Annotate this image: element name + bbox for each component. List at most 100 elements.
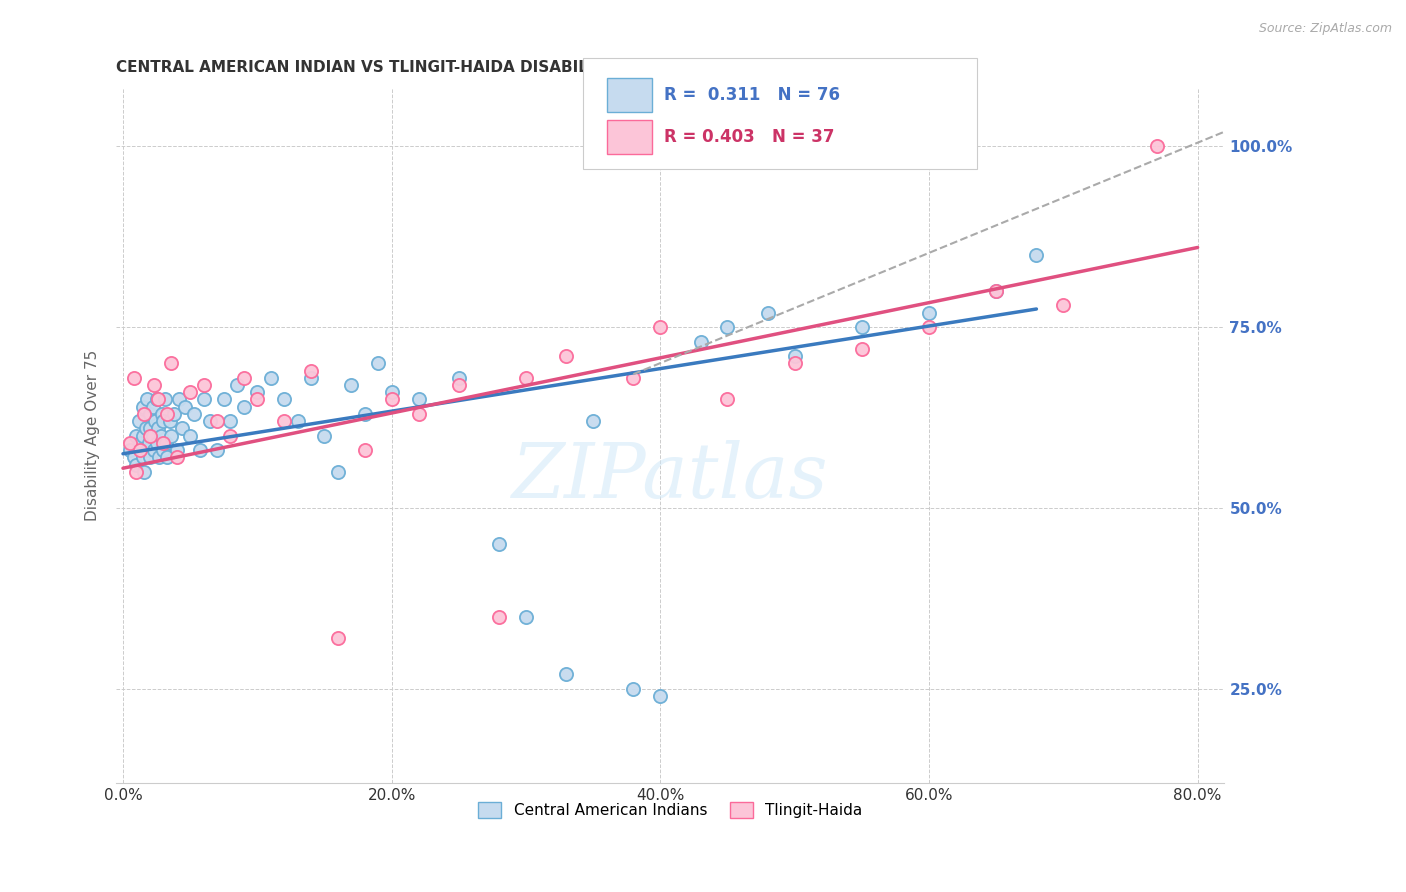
Point [173, 400, 195, 414]
Point [156, 450, 179, 465]
Point [851, 342, 873, 356]
Point [125, 458, 148, 472]
Point [287, 414, 309, 428]
Point [219, 414, 242, 428]
Point [160, 356, 183, 370]
Point [381, 392, 404, 407]
Point [155, 436, 177, 450]
Point [149, 428, 172, 442]
Point [918, 305, 941, 319]
Point [447, 370, 470, 384]
Point [623, 681, 645, 696]
Point [515, 370, 537, 384]
Point [148, 450, 170, 465]
Point [152, 436, 174, 450]
Point [353, 407, 375, 421]
Point [193, 392, 215, 407]
Point [146, 392, 169, 407]
Point [1025, 248, 1047, 262]
Point [153, 392, 176, 407]
Point [783, 349, 806, 363]
Text: R =  0.311   N = 76: R = 0.311 N = 76 [664, 86, 839, 103]
Point [689, 334, 711, 349]
Point [159, 414, 181, 428]
Point [232, 370, 254, 384]
Point [367, 356, 389, 370]
Text: Source: ZipAtlas.com: Source: ZipAtlas.com [1258, 22, 1392, 36]
Point [132, 400, 155, 414]
Legend: Central American Indians, Tlingit-Haida: Central American Indians, Tlingit-Haida [472, 796, 869, 824]
Point [582, 414, 605, 428]
Point [273, 392, 295, 407]
Point [166, 443, 188, 458]
Point [193, 378, 215, 392]
Point [326, 465, 349, 479]
Point [188, 443, 211, 458]
Point [650, 689, 672, 703]
Text: CENTRAL AMERICAN INDIAN VS TLINGIT-HAIDA DISABILITY AGE OVER 75 CORRELATION CHAR: CENTRAL AMERICAN INDIAN VS TLINGIT-HAIDA… [117, 60, 921, 75]
Point [163, 407, 186, 421]
Point [139, 421, 162, 435]
Point [1146, 139, 1168, 153]
Point [984, 284, 1007, 298]
Point [152, 443, 174, 458]
Point [340, 378, 363, 392]
Point [246, 385, 269, 400]
Point [408, 392, 430, 407]
Point [141, 428, 163, 442]
Point [353, 443, 375, 458]
Point [260, 370, 283, 384]
Point [125, 465, 148, 479]
Point [984, 284, 1007, 298]
Point [205, 414, 228, 428]
Point [132, 428, 155, 442]
Point [179, 428, 201, 442]
Point [118, 436, 141, 450]
Point [183, 407, 205, 421]
Point [226, 378, 249, 392]
Point [142, 443, 165, 458]
Point [139, 428, 162, 442]
Point [488, 537, 510, 551]
Point [156, 407, 179, 421]
Point [128, 414, 150, 428]
Point [134, 407, 156, 421]
Point [145, 392, 167, 407]
Point [488, 609, 510, 624]
Point [166, 450, 188, 465]
Point [716, 320, 738, 334]
Point [212, 392, 235, 407]
Point [139, 450, 162, 465]
Point [200, 414, 222, 428]
Point [172, 421, 194, 435]
Point [408, 407, 430, 421]
Point [139, 407, 162, 421]
Point [783, 356, 806, 370]
Text: R = 0.403   N = 37: R = 0.403 N = 37 [664, 128, 834, 146]
Point [1052, 298, 1074, 312]
Point [555, 349, 578, 363]
Point [136, 443, 159, 458]
Point [118, 443, 141, 458]
Point [138, 436, 160, 450]
Point [232, 400, 254, 414]
Point [122, 450, 145, 465]
Text: ZIPatlas: ZIPatlas [512, 441, 828, 515]
Point [314, 428, 336, 442]
Y-axis label: Disability Age Over 75: Disability Age Over 75 [86, 350, 100, 521]
Point [246, 392, 269, 407]
Point [381, 385, 404, 400]
Point [851, 320, 873, 334]
Point [555, 667, 578, 681]
Point [623, 370, 645, 384]
Point [142, 378, 165, 392]
Point [326, 632, 349, 646]
Point [136, 392, 159, 407]
Point [179, 385, 201, 400]
Point [122, 370, 145, 384]
Point [143, 414, 166, 428]
Point [299, 363, 322, 377]
Point [219, 428, 242, 442]
Point [205, 443, 228, 458]
Point [918, 320, 941, 334]
